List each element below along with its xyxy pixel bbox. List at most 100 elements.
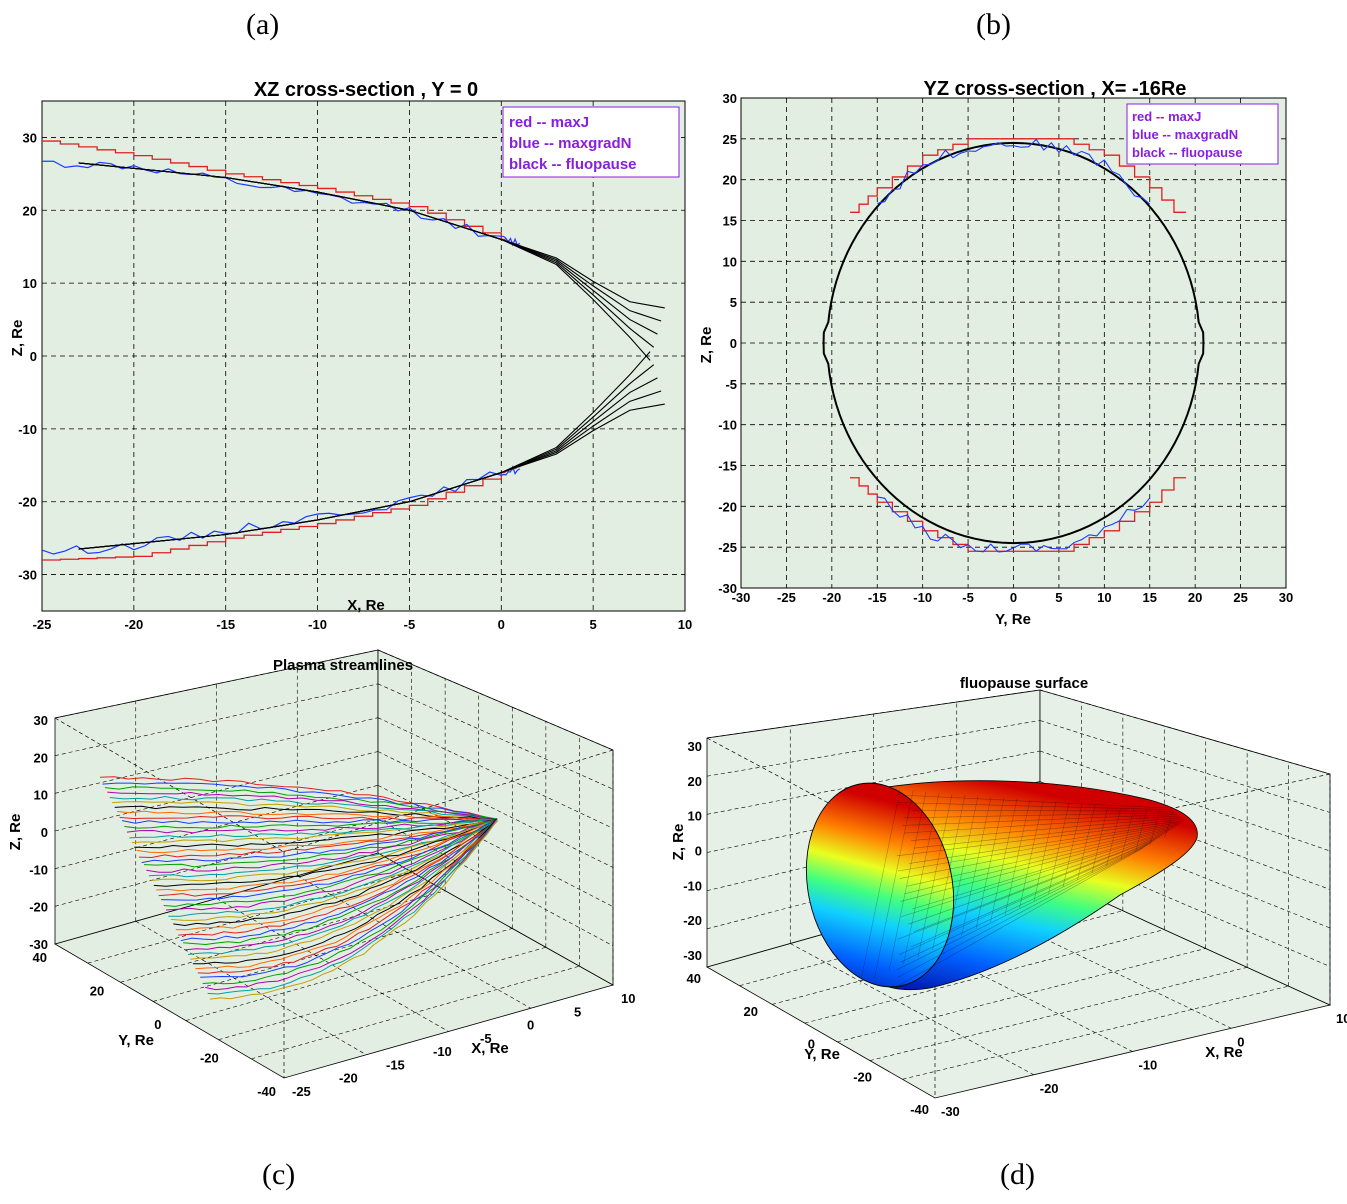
chart-c-ytick: -20	[200, 1051, 219, 1066]
chart-c-grid	[251, 965, 580, 1060]
chart-a-xtick: -15	[216, 617, 235, 632]
chart-d-mesh-line	[1077, 804, 1096, 881]
chart-b-ytick: 20	[723, 173, 737, 188]
chart-d-mesh-line	[906, 826, 1175, 887]
chart-d-mesh-line	[888, 791, 927, 972]
chart-d-mesh-line	[961, 796, 992, 937]
chart-d-mesh-line	[896, 844, 1148, 971]
chart-b-ytick: 0	[730, 336, 737, 351]
chart-b-ylabel: Z, Re	[698, 327, 715, 364]
chart-d-ztick: 30	[688, 739, 702, 754]
chart-c-streamline	[183, 820, 498, 946]
chart-c-ytick: 0	[154, 1017, 161, 1032]
chart-c-title: Plasma streamlines	[273, 657, 413, 674]
chart-c-xtick: -10	[433, 1044, 452, 1059]
chart-c-streamline	[153, 818, 498, 887]
chart-b-ytick: 25	[723, 132, 737, 147]
chart-d-mesh-line	[899, 847, 1144, 986]
chart-a-xtick: -10	[308, 617, 327, 632]
chart-b-ytick: -25	[718, 540, 737, 555]
chart-c-streamline	[134, 818, 498, 849]
chart-b-legend-black: black -- fluopause	[1132, 145, 1243, 160]
chart-a-title: XZ cross-section , Y = 0	[254, 79, 478, 101]
chart-a-xtick: 0	[498, 617, 505, 632]
chart-d-ztick: 20	[688, 774, 702, 789]
chart-a-ytick: -30	[18, 568, 37, 583]
chart-a-ytick: 10	[23, 276, 37, 291]
chart-d-ztick: -30	[683, 948, 702, 963]
chart-c-streamline	[109, 795, 498, 822]
chart-d-mesh-line	[896, 820, 1184, 857]
panel-label-a: (a)	[246, 8, 280, 41]
chart-d-mesh-line	[910, 839, 1156, 948]
panel-b-yz-chart: YZ cross-section , X= -16Re Y, Re Z, Re …	[698, 78, 1293, 628]
chart-d-ytick: 20	[744, 1004, 758, 1019]
chart-c-streamline	[112, 801, 498, 821]
chart-d-mesh-line	[913, 818, 1184, 849]
chart-d-mesh-line	[912, 809, 1172, 812]
chart-b-xlabel: Y, Re	[995, 611, 1031, 628]
chart-d-mesh-line	[946, 795, 979, 944]
chart-d-grid	[1039, 720, 1331, 813]
chart-a-ytick: 30	[23, 130, 37, 145]
chart-c-ytick: 20	[90, 984, 104, 999]
chart-c-ztick: -30	[29, 937, 48, 952]
chart-b-ytick: -30	[718, 581, 737, 596]
chart-c-streamline	[117, 810, 498, 822]
chart-d-grid	[804, 929, 1165, 1024]
chart-d-mesh-line	[990, 798, 1018, 923]
chart-d-xtick: 10	[1336, 1011, 1347, 1026]
chart-d-xtick: -30	[941, 1104, 960, 1119]
chart-d-mesh-line	[913, 836, 1160, 933]
chart-b-ytick: -20	[718, 499, 737, 514]
panel-a-xz-chart: XZ cross-section , Y = 0 X, Re Z, Re -25…	[9, 79, 692, 632]
chart-b-xtick: 15	[1143, 590, 1157, 605]
chart-c-streamline	[175, 820, 498, 931]
chart-d-grid	[869, 966, 1248, 1061]
chart-d-mesh-line	[899, 841, 1153, 955]
chart-c-grid	[377, 683, 614, 790]
chart-b-xtick: -15	[868, 590, 887, 605]
chart-c-streamline	[202, 819, 498, 985]
chart-d-ytick: 0	[808, 1037, 815, 1052]
chart-d-mesh-line	[909, 822, 1182, 864]
chart-d-mesh-line	[1033, 801, 1057, 902]
chart-a-series-fluopause	[78, 162, 665, 309]
chart-c-streamline	[131, 820, 498, 844]
chart-c-xtick: -20	[339, 1071, 358, 1086]
chart-d-mesh-line	[897, 802, 1170, 810]
chart-a-xtick: 10	[678, 617, 692, 632]
chart-d-mesh-line	[897, 838, 1158, 940]
chart-d-grid	[837, 948, 1206, 1043]
chart-d-mesh-line	[904, 812, 1175, 819]
chart-c-xtick: -15	[386, 1057, 405, 1072]
chart-d-mesh-line	[975, 797, 1005, 930]
chart-d-mesh-line	[897, 823, 1180, 872]
chart-d-title: fluopause surface	[960, 675, 1088, 692]
chart-b-ytick: 30	[723, 91, 737, 106]
chart-b-ytick: -10	[718, 418, 737, 433]
chart-c-edge	[54, 649, 614, 985]
chart-c-streamline	[158, 820, 498, 897]
chart-b-series-fluopause	[822, 141, 1205, 545]
panel-label-b: (b)	[976, 8, 1011, 41]
chart-c-xtick: 5	[574, 1004, 581, 1019]
chart-c-streamline	[165, 818, 498, 911]
chart-c-edge	[283, 749, 614, 853]
chart-a-xlabel: X, Re	[347, 597, 385, 614]
chart-c-grid	[135, 920, 367, 1056]
chart-c-streamline	[200, 819, 498, 978]
chart-d-mesh-line	[1135, 808, 1148, 853]
chart-c-streamline	[121, 818, 498, 824]
chart-c-streamline	[146, 818, 498, 873]
chart-b-title: YZ cross-section , X= -16Re	[924, 78, 1187, 100]
chart-d-mesh-line	[917, 793, 953, 958]
chart-d-mesh-line	[904, 815, 1180, 834]
chart-c-streamline	[107, 791, 498, 821]
chart-d-mesh-line	[1004, 799, 1031, 916]
chart-c-streamline	[99, 776, 498, 821]
chart-d-ytick: -20	[853, 1069, 872, 1084]
chart-d-edge	[706, 689, 1331, 1005]
chart-c-ztick: -20	[29, 900, 48, 915]
chart-c-xtick: 0	[527, 1018, 534, 1033]
